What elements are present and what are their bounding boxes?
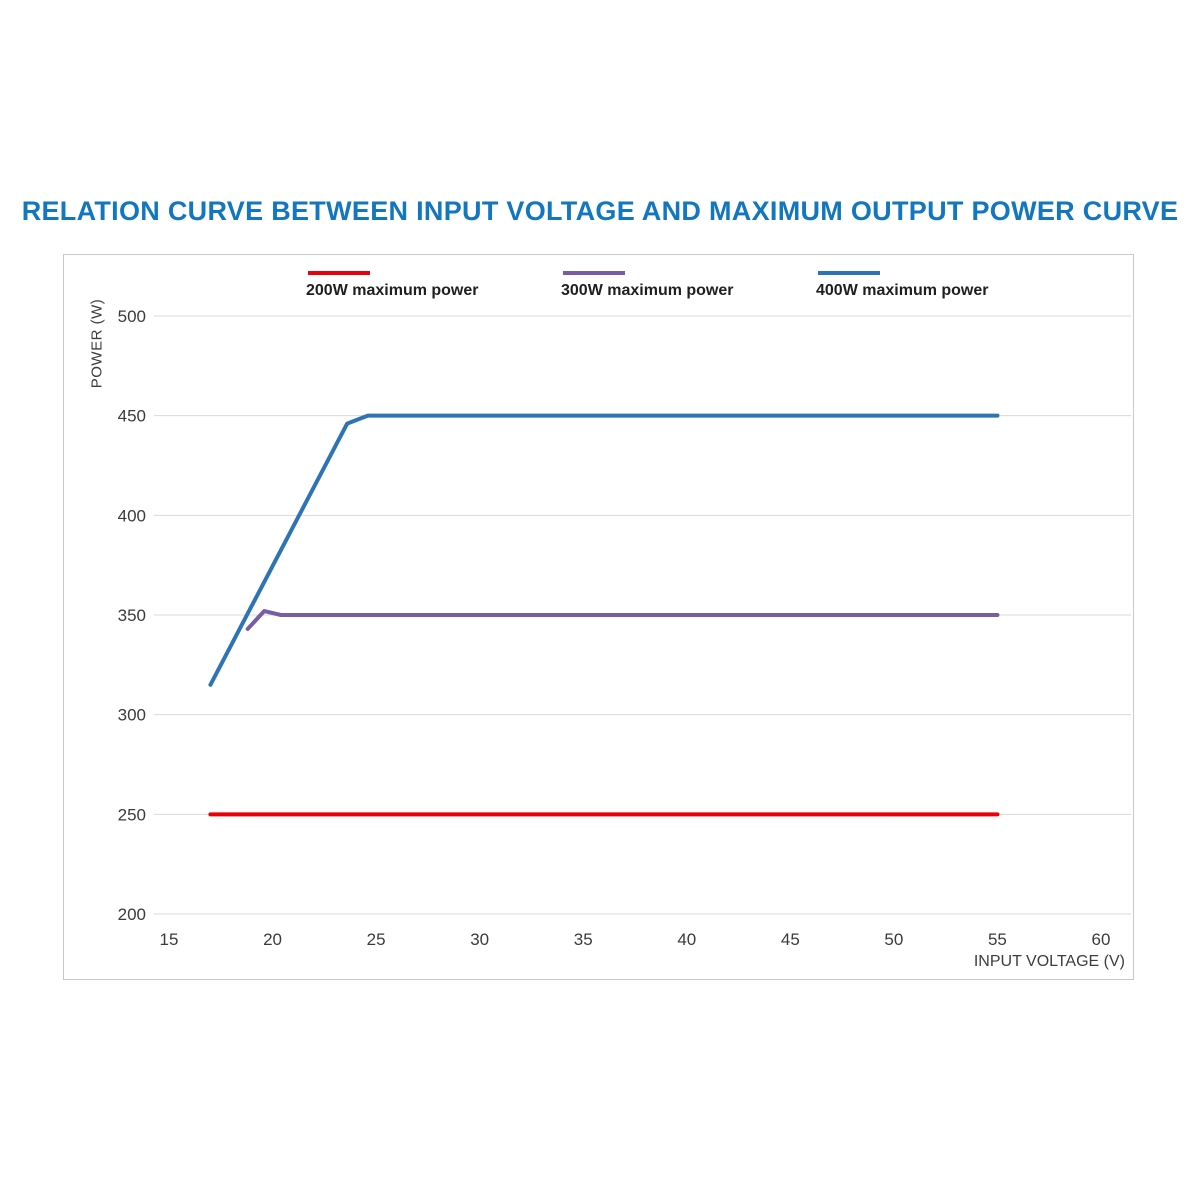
- series-line-2: [208, 413, 1000, 687]
- x-tick-label-45: 45: [781, 930, 800, 949]
- x-tick-label-35: 35: [574, 930, 593, 949]
- y-tick-label-400: 400: [118, 506, 146, 525]
- x-tick-label-15: 15: [160, 930, 179, 949]
- y-tick-label-250: 250: [118, 805, 146, 824]
- x-tick-label-30: 30: [470, 930, 489, 949]
- x-tick-label-25: 25: [367, 930, 386, 949]
- x-axis-label: INPUT VOLTAGE (V): [973, 953, 1125, 970]
- x-tick-label-50: 50: [884, 930, 903, 949]
- chart-panel: 200W maximum power 300W maximum power 40…: [63, 254, 1134, 980]
- x-tick-label-20: 20: [263, 930, 282, 949]
- y-tick-label-200: 200: [118, 905, 146, 924]
- x-tick-label-40: 40: [677, 930, 696, 949]
- y-tick-label-500: 500: [118, 307, 146, 326]
- y-tick-label-450: 450: [118, 407, 146, 426]
- x-tick-label-55: 55: [988, 930, 1007, 949]
- page-title: RELATION CURVE BETWEEN INPUT VOLTAGE AND…: [21, 196, 1179, 226]
- y-tick-label-300: 300: [118, 706, 146, 725]
- chart-svg: 200 250 300 350 400 450 500 15 20 25 30 35 40 45 50 55 6…: [118, 307, 1131, 949]
- series-line-1: [245, 609, 1000, 631]
- x-tick-label-60: 60: [1092, 930, 1111, 949]
- y-tick-label-350: 350: [118, 606, 146, 625]
- y-axis-label: POWER (W): [88, 298, 106, 389]
